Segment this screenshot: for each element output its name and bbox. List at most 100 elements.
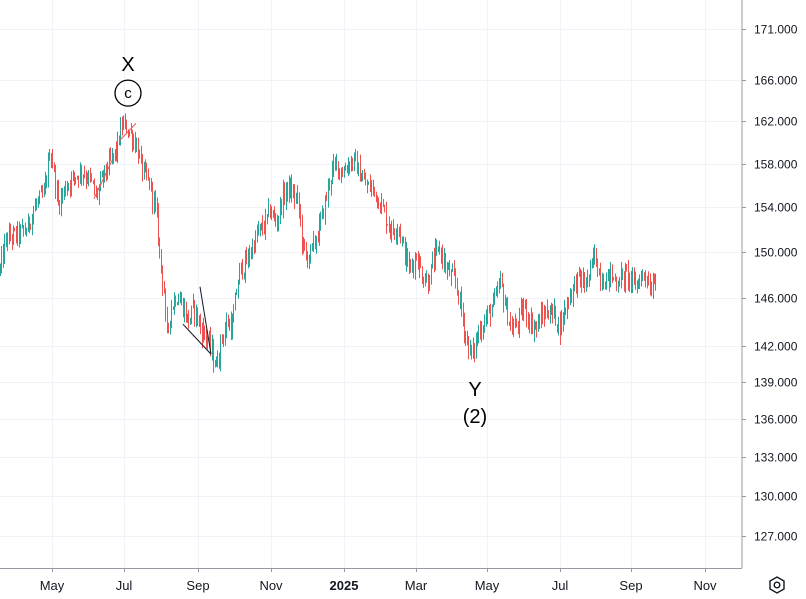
trendline	[182, 323, 212, 355]
candle-body	[184, 306, 185, 316]
candle-body	[610, 268, 611, 282]
candle-body	[17, 225, 18, 239]
candle-body	[493, 296, 494, 307]
candle-body	[242, 262, 243, 277]
candle-body	[470, 344, 471, 356]
candle-body	[42, 191, 43, 195]
candle-body	[120, 124, 121, 144]
candle-body	[262, 223, 263, 230]
candle-body	[173, 308, 174, 310]
candle-body	[277, 224, 278, 226]
candle-body	[287, 181, 288, 193]
candle-body	[603, 281, 604, 288]
candle-body	[254, 243, 255, 251]
candle-body	[494, 294, 495, 297]
candle-body	[471, 344, 472, 354]
candle-body	[202, 328, 203, 339]
candle-body	[619, 285, 620, 287]
candle-body	[431, 264, 432, 285]
candle-body	[370, 182, 371, 191]
candle-body	[110, 155, 111, 159]
chart-settings-button[interactable]	[766, 575, 788, 595]
candle-body	[146, 167, 147, 176]
candle-body	[420, 260, 421, 268]
candle-body	[229, 321, 230, 327]
candle-body	[338, 161, 339, 175]
candle-body	[448, 266, 449, 269]
candle-body	[461, 293, 462, 311]
candle-body	[61, 194, 62, 210]
candle-body	[264, 229, 265, 232]
price-axis[interactable]: 171.000 166.000 162.000 158.000 154.000 150.0…	[742, 23, 798, 544]
candle-body	[133, 139, 134, 145]
chart-grid	[0, 0, 742, 568]
candle-body	[106, 165, 107, 173]
candle-body	[194, 302, 195, 317]
candle-body	[618, 285, 619, 287]
candle-body	[159, 242, 160, 250]
candle-body	[161, 249, 162, 267]
candle-body	[54, 166, 55, 168]
candle-body	[386, 209, 387, 225]
time-tick-label: Sep	[186, 578, 209, 593]
candle-body	[236, 292, 237, 294]
candle-body	[464, 319, 465, 337]
candle-body	[510, 322, 511, 324]
candle-body	[645, 276, 646, 278]
time-axis[interactable]: May Jul Sep Nov 2025 Mar May Jul Sep Nov	[40, 568, 717, 593]
candle-body	[500, 275, 501, 283]
candle-body	[581, 277, 582, 287]
candle-body	[457, 282, 458, 291]
candle-body	[68, 185, 69, 188]
candle-body	[296, 196, 297, 200]
candle-body	[465, 335, 466, 337]
candle-body	[612, 268, 613, 279]
candle-body	[316, 240, 317, 246]
candle-body	[222, 336, 223, 340]
candle-body	[77, 176, 78, 179]
time-tick-label: Jul	[116, 578, 133, 593]
candle-body	[360, 163, 361, 182]
candle-body	[642, 273, 643, 276]
candle-body	[322, 209, 323, 218]
candle-body	[52, 157, 53, 167]
candle-body	[126, 121, 127, 133]
candle-body	[418, 259, 419, 269]
candle-body	[97, 192, 98, 196]
candle-body	[306, 247, 307, 257]
candle-body	[74, 173, 75, 178]
candle-body	[265, 215, 266, 232]
candle-body	[570, 295, 571, 305]
candle-body	[315, 238, 316, 246]
candle-body	[528, 319, 529, 321]
candle-body	[48, 157, 49, 181]
candle-body	[478, 330, 479, 339]
candle-body	[278, 216, 279, 225]
candle-body	[654, 281, 655, 284]
candle-body	[364, 177, 365, 179]
candle-body	[307, 256, 308, 264]
candle-body	[480, 330, 481, 337]
candle-body	[349, 163, 350, 169]
candle-body	[145, 165, 146, 168]
candle-body	[157, 203, 158, 212]
candle-body	[197, 308, 198, 323]
candle-body	[241, 262, 242, 269]
candle-body	[283, 188, 284, 211]
candle-body	[6, 234, 7, 242]
candle-body	[271, 215, 272, 217]
candle-body	[371, 187, 372, 191]
candle-body	[467, 335, 468, 339]
candle-body	[487, 310, 488, 319]
candle-body	[539, 318, 540, 328]
candle-body	[455, 274, 456, 283]
candle-body	[151, 182, 152, 189]
candle-body	[38, 199, 39, 203]
candle-body	[251, 253, 252, 258]
candle-body	[492, 306, 493, 318]
candle-body	[523, 307, 524, 316]
candle-body	[144, 165, 145, 176]
candle-body	[416, 256, 417, 260]
settings-hexagon-icon	[769, 576, 785, 594]
